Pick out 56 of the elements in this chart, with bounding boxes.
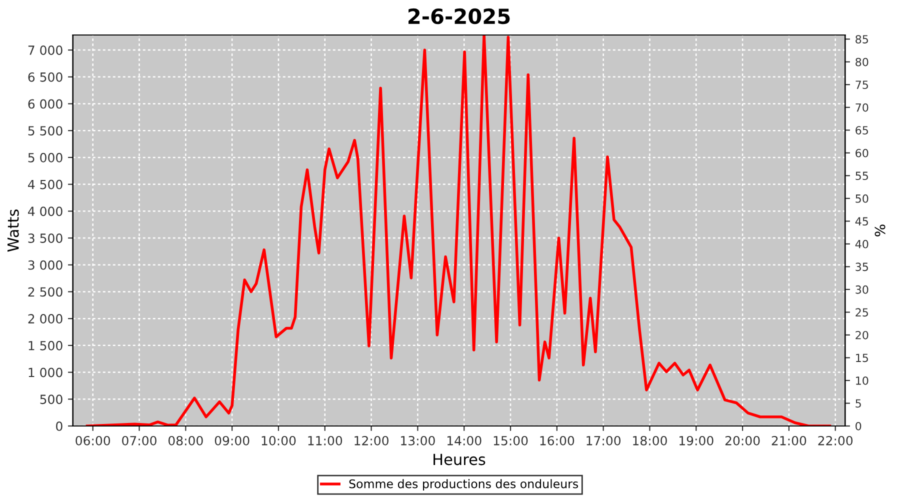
y2-tick-label: 50 (856, 194, 868, 203)
x-tick-label: 17:00 (586, 436, 621, 446)
x-tick-label: 20:00 (725, 436, 760, 446)
y-tick-label: 1 500 (28, 340, 62, 350)
x-tick-label: 10:00 (262, 436, 296, 446)
y2-tick-label: 55 (856, 172, 868, 180)
y2-tick-label: 20 (856, 330, 868, 340)
y2-tick-label: 25 (856, 308, 868, 317)
x-tick-label: 16:00 (540, 436, 574, 446)
y2-tick-label: 85 (856, 35, 868, 44)
y2-tick-label: 40 (855, 240, 868, 248)
y-tick-label: 5 500 (28, 126, 62, 136)
y2-tick-label: 0 (856, 422, 862, 430)
y2-tick-label: 35 (856, 262, 868, 272)
y-tick-label: 4 500 (28, 180, 62, 190)
y-tick-label: 4 000 (28, 206, 62, 216)
x-tick-label: 19:00 (679, 436, 714, 446)
x-tick-label: 07:00 (122, 436, 156, 446)
y-tick-label: 3 000 (28, 260, 62, 270)
x-tick-label: 14:00 (447, 436, 482, 446)
legend-label: Somme des productions des onduleurs (349, 479, 578, 491)
x-tick-label: 06:00 (76, 436, 110, 446)
x-tick-label: 09:00 (214, 436, 250, 446)
line-series (86, 35, 832, 426)
y-axis-title: Watts (8, 210, 19, 252)
y-tick-label: 5 000 (28, 152, 62, 162)
y2-tick-label: 60 (856, 148, 868, 158)
y-tick-label: 6 000 (28, 99, 62, 109)
y-tick-label: 500 (40, 394, 62, 404)
x-tick-label: 12:00 (354, 436, 388, 446)
y2-tick-label: 30 (856, 285, 868, 294)
x-tick-label: 22:00 (818, 436, 853, 446)
y-tick-label: 7 000 (28, 46, 62, 55)
x-tick-label: 13:00 (401, 436, 435, 446)
y2-tick-label: 65 (856, 126, 868, 135)
y2-axis-title: % (874, 224, 886, 236)
y2-tick-label: 75 (856, 80, 868, 89)
x-axis-title: Heures (434, 454, 486, 466)
x-tick-label: 08:00 (168, 436, 203, 446)
chart-title: 2-6-2025 (408, 8, 510, 24)
y2-tick-label: 10 (856, 376, 868, 385)
y-tick-label: 2 500 (28, 287, 62, 297)
y2-tick-label: 45 (855, 217, 868, 226)
y-tick-label: 6 500 (28, 72, 62, 82)
y2-tick-label: 70 (856, 103, 868, 112)
y-tick-label: 0 (56, 421, 62, 431)
y-tick-label: 3 500 (28, 233, 62, 243)
x-tick-label: 15:00 (494, 436, 528, 446)
x-tick-label: 21:00 (772, 436, 806, 446)
y-tick-label: 1 000 (28, 368, 62, 378)
x-tick-label: 18:00 (633, 436, 667, 446)
y-tick-label: 2 000 (28, 314, 62, 324)
y2-tick-label: 5 (856, 399, 861, 408)
y2-tick-label: 80 (856, 58, 868, 66)
y2-tick-label: 15 (856, 354, 868, 362)
x-tick-label: 11:00 (308, 436, 342, 446)
